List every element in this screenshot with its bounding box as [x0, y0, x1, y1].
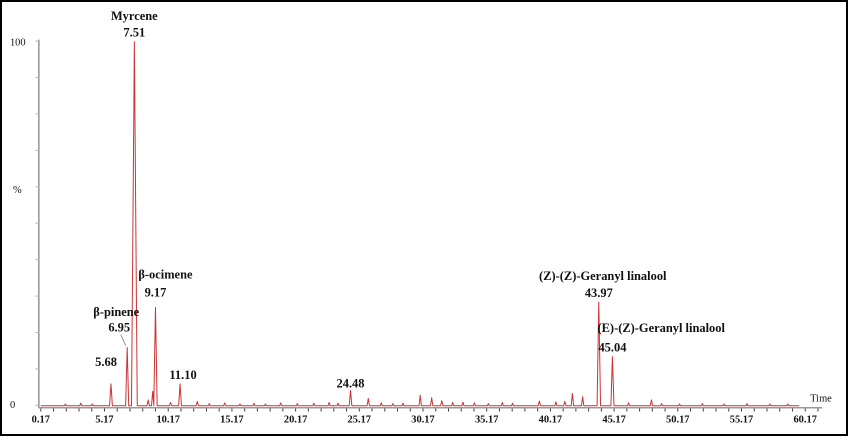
peak-label-compound: (Z)-(Z)-Geranyl linalool	[539, 269, 667, 283]
x-tick-label: 30.17	[411, 415, 434, 426]
x-tick-label: 10.17	[156, 415, 179, 426]
x-tick-label: 50.17	[666, 415, 689, 426]
x-tick-label: 25.17	[348, 415, 371, 426]
peak-label-time: 45.04	[598, 341, 626, 355]
peak-label-time: 24.48	[337, 377, 365, 391]
x-tick-label: 0.17	[32, 415, 50, 426]
x-tick-label: 35.17	[475, 415, 498, 426]
peak-label-time: 43.97	[585, 286, 613, 300]
peak-label-time: 11.10	[169, 368, 196, 382]
x-axis-title: Time	[810, 393, 832, 404]
y-tick-label-100: 100	[10, 38, 26, 49]
y-axis-title: %	[13, 185, 22, 196]
y-tick-label-0: 0	[10, 400, 15, 411]
peak-label-time: 6.95	[108, 321, 130, 335]
peak-label-compound: (E)-(Z)-Geranyl linalool	[597, 321, 725, 335]
x-tick-label: 55.17	[730, 415, 753, 426]
peak-label-time: 7.51	[123, 26, 145, 40]
x-tick-label: 60.17	[793, 415, 816, 426]
peak-leader-line	[120, 334, 127, 346]
peak-label-time: 5.68	[95, 355, 117, 369]
peak-label-compound: Myrcene	[111, 9, 158, 23]
x-tick-label: 15.17	[220, 415, 243, 426]
peak-label-compound: β-ocimene	[138, 268, 193, 282]
peak-label-compound: β-pinene	[93, 305, 139, 319]
x-tick-label: 5.17	[95, 415, 113, 426]
x-tick-label: 20.17	[284, 415, 307, 426]
chromatogram-trace	[40, 41, 800, 407]
x-tick-label: 40.17	[539, 415, 562, 426]
peak-label-time: 9.17	[145, 286, 167, 300]
x-tick-label: 45.17	[602, 415, 625, 426]
